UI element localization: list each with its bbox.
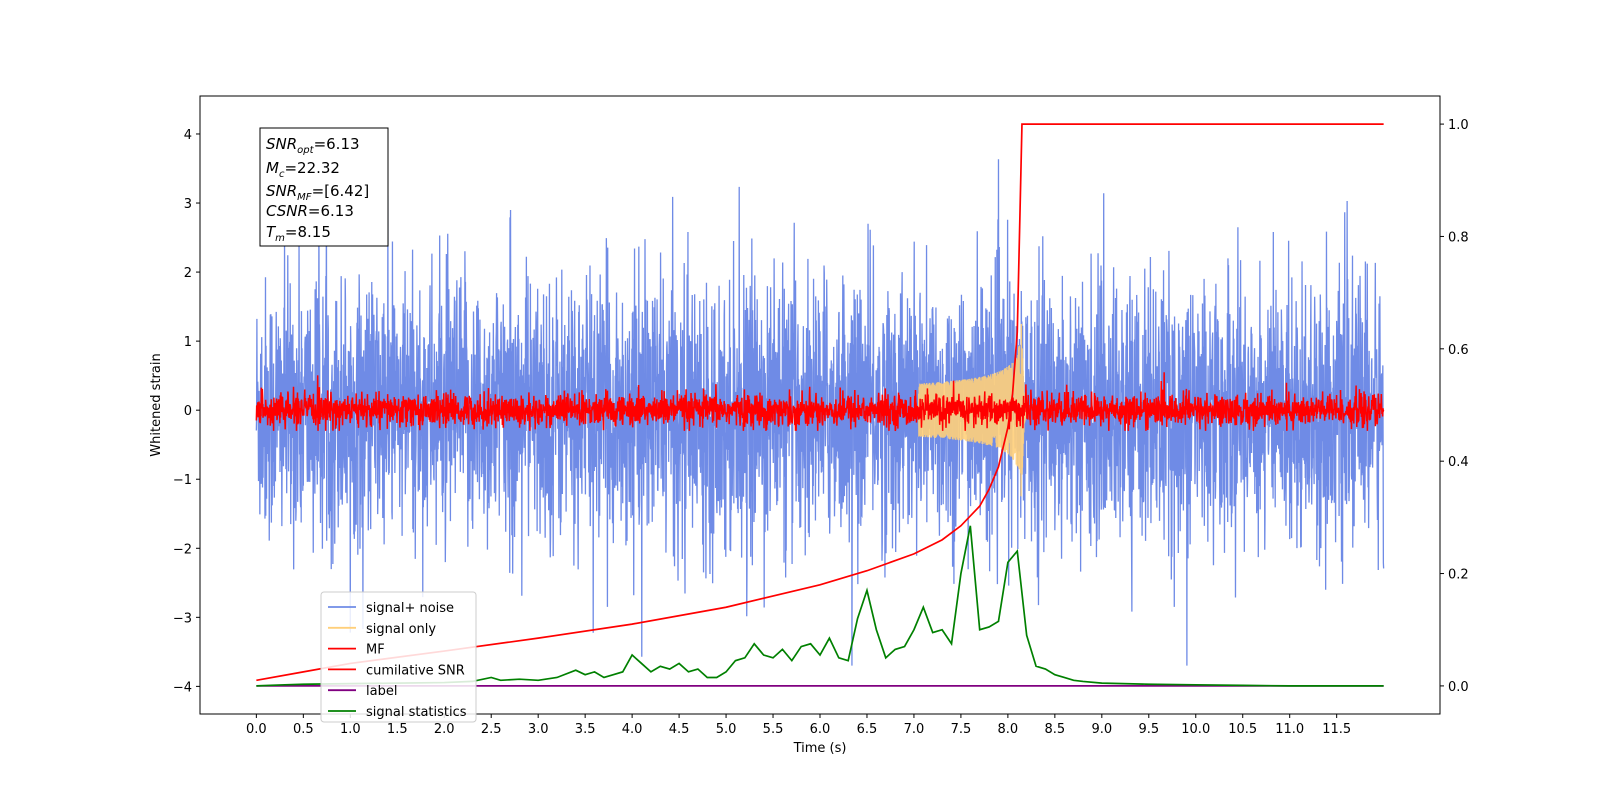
y2-tick-label: 1.0 (1448, 118, 1469, 133)
legend-entry: MF (366, 643, 385, 658)
x-tick-label: 8.5 (1045, 722, 1066, 737)
annotation-csnr: CSNR=6.13 (266, 202, 354, 220)
x-tick-label: 3.5 (575, 722, 596, 737)
series-cumulative-snr (256, 123, 1384, 682)
series-signal-statistics (256, 525, 1384, 687)
y-tick-label: 2 (184, 266, 192, 281)
y-tick-label: 3 (184, 197, 192, 212)
stats-annotation: SNRopt=6.13 Mc=22.32 SNRMF=[6.42] CSNR=6… (259, 127, 389, 247)
y2-tick-label: 0.6 (1448, 343, 1469, 358)
y-tick-label: −3 (173, 611, 192, 626)
y-tick-label: −1 (173, 473, 192, 488)
y2-tick-label: 0.8 (1448, 230, 1469, 245)
x-axis: 0.0 0.5 1.0 1.5 2.0 2.5 3.0 3.5 4.0 4.5 5.0 5.5 6.0 6… (246, 714, 1351, 737)
annotation-tm: Tm=8.15 (266, 223, 331, 244)
y2-tick-label: 0.4 (1448, 455, 1469, 470)
x-tick-label: 1.0 (340, 722, 361, 737)
x-tick-label: 0.5 (293, 722, 314, 737)
legend-box (320, 591, 477, 723)
x-tick-label: 11.5 (1322, 722, 1351, 737)
x-tick-label: 4.0 (622, 722, 643, 737)
y-tick-label: 4 (184, 128, 192, 143)
x-tick-label: 2.0 (434, 722, 455, 737)
legend-entry: signal only (366, 622, 436, 637)
y-axis-label: Whitened strain (149, 353, 164, 456)
x-tick-label: 0.0 (246, 722, 267, 737)
x-axis-label: Time (s) (793, 741, 847, 756)
x-tick-label: 8.0 (998, 722, 1019, 737)
y-tick-label: 0 (184, 404, 192, 419)
x-tick-label: 6.0 (810, 722, 831, 737)
x-tick-label: 10.0 (1181, 722, 1210, 737)
legend-entry: signal statistics (366, 705, 467, 720)
legend-entry: cumilative SNR (366, 663, 465, 678)
x-tick-label: 3.0 (528, 722, 549, 737)
y-tick-label: 1 (184, 335, 192, 350)
x-tick-label: 6.5 (857, 722, 878, 737)
x-tick-label: 5.0 (716, 722, 737, 737)
y2-tick-label: 0.0 (1448, 680, 1469, 695)
x-tick-label: 10.5 (1228, 722, 1257, 737)
x-tick-label: 1.5 (387, 722, 408, 737)
legend: signal+ noise signal only MF cumilative SNR… (320, 591, 477, 723)
annotation-snr-opt: SNRopt=6.13 (266, 135, 360, 156)
x-tick-label: 2.5 (481, 722, 502, 737)
y-axis-right: 0.0 0.2 0.4 0.6 0.8 1.0 (1440, 118, 1469, 695)
y2-tick-label: 0.2 (1448, 568, 1469, 583)
y-tick-label: −2 (173, 542, 192, 557)
x-tick-label: 9.0 (1091, 722, 1112, 737)
x-tick-label: 5.5 (763, 722, 784, 737)
y-axis-left: −4 −3 −2 −1 0 1 2 3 4 (173, 128, 200, 695)
x-tick-label: 7.5 (951, 722, 972, 737)
x-tick-label: 11.0 (1275, 722, 1304, 737)
annotation-mc: Mc=22.32 (266, 159, 340, 180)
plot-area (255, 123, 1385, 687)
legend-entry: label (366, 684, 397, 699)
series-mf (255, 372, 1385, 432)
x-tick-label: 9.5 (1138, 722, 1159, 737)
y-tick-label: −4 (173, 680, 192, 695)
annotation-snr-mf: SNRMF=[6.42] (266, 182, 369, 203)
x-tick-label: 7.0 (904, 722, 925, 737)
x-tick-label: 4.5 (669, 722, 690, 737)
legend-entry: signal+ noise (366, 601, 454, 616)
series-signal-plus-noise (255, 159, 1385, 666)
annotation-box (259, 127, 389, 247)
